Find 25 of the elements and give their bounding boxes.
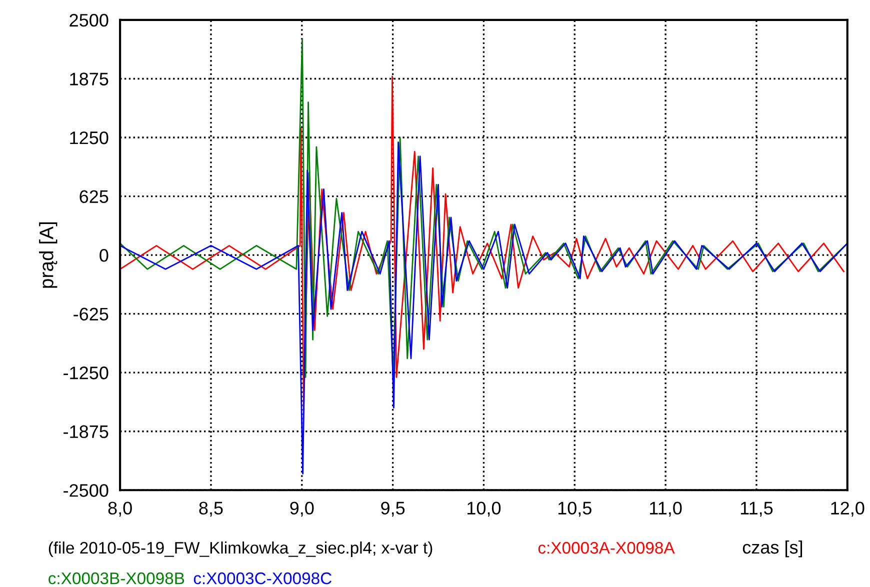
text: c:X0003A-X0098A xyxy=(538,542,675,554)
y-tick-label: -1875 xyxy=(64,425,108,438)
x-tick-label: 11,5 xyxy=(740,502,773,517)
y-tick-label: 2500 xyxy=(70,14,108,27)
line-series xyxy=(120,142,848,474)
x-tick-label: 8,0 xyxy=(108,502,132,517)
text: c:X0003B-X0098B xyxy=(48,572,184,584)
y-tick-label: 625 xyxy=(80,190,108,203)
y-tick-label: 1875 xyxy=(70,72,108,86)
y-tick-label: 1250 xyxy=(70,131,108,144)
x-tick-label: 10,5 xyxy=(558,502,592,517)
y-tick-label: 0 xyxy=(100,248,108,262)
x-tick-label: 10,0 xyxy=(468,502,501,517)
x-tick-label: 11,0 xyxy=(650,502,682,517)
x-tick-label: 8,5 xyxy=(199,502,223,517)
text: c:X0003C-X0098C xyxy=(194,572,332,584)
y-tick-label: -1250 xyxy=(64,366,108,380)
text: (file 2010-05-19_FW_Klimkowka_z_siec.pl4; x-var t) xyxy=(48,541,432,557)
x-axis-title: czas [s] xyxy=(742,540,802,558)
x-tick-label: 9,0 xyxy=(290,502,314,517)
y-axis-title: prąd [A] xyxy=(39,222,58,288)
x-tick-label: 9,5 xyxy=(381,502,405,517)
y-tick-label: -2500 xyxy=(64,484,108,497)
x-tick-label: 12,0 xyxy=(831,502,864,517)
y-tick-label: -625 xyxy=(74,308,108,321)
